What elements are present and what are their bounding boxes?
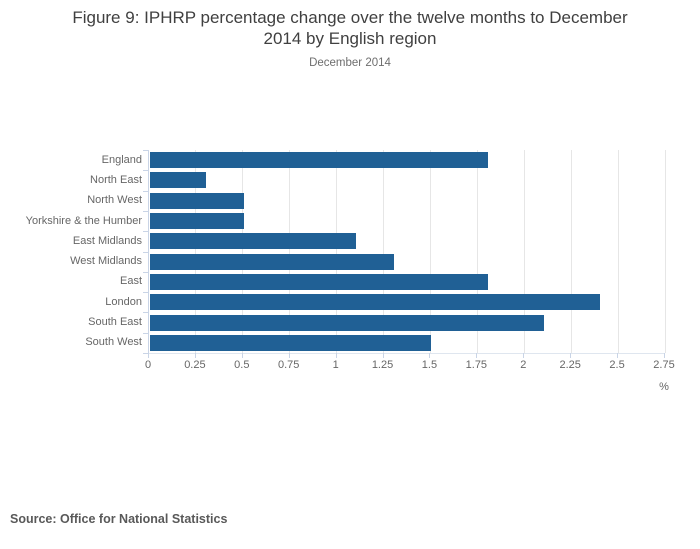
- y-axis-tick: [143, 353, 148, 354]
- y-axis-tick: [143, 272, 148, 273]
- x-axis-unit-label: %: [659, 381, 669, 393]
- chart-subtitle: December 2014: [309, 57, 391, 69]
- x-axis-tick-label-1.25: 1.25: [371, 359, 394, 371]
- bar-london[interactable]: [150, 294, 601, 311]
- x-axis-tick-2.25: [570, 353, 572, 358]
- x-axis-tick-1.75: [476, 353, 478, 358]
- y-axis-label-south-east: South East: [88, 316, 142, 329]
- gridline-2: [523, 150, 525, 353]
- gridline-1: [336, 150, 338, 353]
- x-axis-tick-0.75: [288, 353, 290, 358]
- gridline-2.25: [570, 150, 572, 353]
- y-axis-label-england: England: [101, 153, 142, 166]
- y-axis-tick: [143, 211, 148, 212]
- bar-west-midlands[interactable]: [150, 253, 394, 270]
- figure-title-line1: Figure 9: IPHRP percentage change over t…: [72, 8, 628, 27]
- bar-england[interactable]: [150, 152, 488, 169]
- x-axis-tick-label-1: 1: [332, 359, 339, 371]
- y-axis-tick: [143, 231, 148, 232]
- gridline-1.75: [476, 150, 478, 353]
- y-axis-label-south-west: South West: [85, 336, 142, 349]
- y-axis-label-east: East: [119, 275, 142, 288]
- y-axis-label-london: London: [105, 295, 142, 308]
- bar-north-west[interactable]: [150, 192, 244, 209]
- bar-north-east[interactable]: [150, 172, 207, 189]
- x-axis-tick-label-0: 0: [144, 359, 152, 371]
- source-text: Source: Office for National Statistics: [10, 512, 228, 526]
- y-axis-label-yorkshire-the-humber: Yorkshire & the Humber: [25, 214, 142, 227]
- bar-east-midlands[interactable]: [150, 233, 357, 250]
- x-axis-tick-2: [523, 353, 525, 358]
- gridline-1.25: [383, 150, 385, 353]
- bar-south-east[interactable]: [150, 314, 545, 331]
- gridline-1.5: [429, 150, 431, 353]
- x-axis-tick-0.25: [194, 353, 196, 358]
- plot-area: [148, 150, 666, 354]
- bar-east[interactable]: [150, 273, 488, 290]
- gridline-2.5: [617, 150, 619, 353]
- y-axis-tick: [143, 170, 148, 171]
- x-axis-tick-label-2.75: 2.75: [653, 359, 675, 371]
- figure-title-line2: 2014 by English region: [263, 29, 437, 48]
- y-axis-label-north-east: North East: [90, 173, 142, 186]
- y-axis-tick: [143, 292, 148, 293]
- x-axis-tick-label-2.5: 2.5: [609, 359, 625, 371]
- gridline-0.25: [195, 150, 197, 353]
- y-axis-tick: [143, 312, 148, 313]
- x-axis-tick-0.5: [241, 353, 243, 358]
- bar-yorkshire-the-humber[interactable]: [150, 213, 244, 230]
- y-axis-label-west-midlands: West Midlands: [70, 255, 142, 268]
- bar-south-west[interactable]: [150, 334, 432, 351]
- y-axis-tick: [143, 252, 148, 253]
- gridline-0.5: [242, 150, 244, 353]
- y-axis-tick: [143, 150, 148, 151]
- x-axis-tick-label-0.5: 0.5: [234, 359, 250, 371]
- y-axis-tick: [143, 191, 148, 192]
- gridline-0.75: [289, 150, 291, 353]
- x-axis-tick-1: [335, 353, 337, 358]
- x-axis-tick-1.25: [382, 353, 384, 358]
- x-axis-tick-label-1.75: 1.75: [465, 359, 488, 371]
- gridline-2.75: [664, 150, 666, 353]
- y-axis-label-north-west: North West: [87, 194, 142, 207]
- x-axis-tick-label-1.5: 1.5: [421, 359, 438, 371]
- y-axis-tick: [143, 333, 148, 334]
- x-axis-tick-label-0.25: 0.25: [184, 359, 206, 371]
- x-axis-tick-label-0.75: 0.75: [278, 359, 300, 371]
- x-axis-tick-0: [148, 353, 149, 358]
- figure-title: Figure 9: IPHRP percentage change over t…: [0, 7, 700, 49]
- y-axis-label-east-midlands: East Midlands: [72, 234, 142, 247]
- x-axis-tick-2.75: [664, 353, 665, 358]
- x-axis-tick-label-2.25: 2.25: [559, 359, 581, 371]
- x-axis-tick-2.5: [617, 353, 619, 358]
- x-axis-tick-1.5: [429, 353, 431, 358]
- x-axis-tick-label-2: 2: [520, 359, 527, 371]
